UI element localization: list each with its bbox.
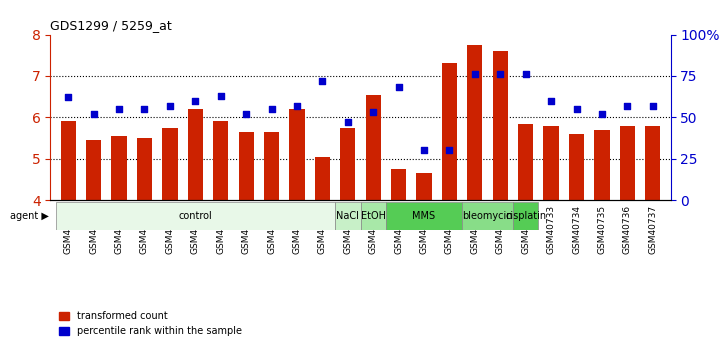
Bar: [645, 126, 660, 200]
Bar: [442, 63, 457, 200]
Bar: [569, 134, 584, 200]
Text: bleomycin: bleomycin: [462, 211, 513, 221]
Bar: [492, 51, 508, 200]
Text: control: control: [178, 211, 212, 221]
Bar: [162, 128, 177, 200]
Point: [190, 98, 201, 104]
Text: NaCl: NaCl: [337, 211, 359, 221]
Bar: [544, 126, 559, 200]
Point: [215, 93, 226, 99]
Bar: [391, 169, 406, 200]
FancyBboxPatch shape: [462, 202, 513, 230]
Text: agent ▶: agent ▶: [10, 211, 49, 221]
Text: MMS: MMS: [412, 211, 435, 221]
Point: [113, 106, 125, 112]
Point: [596, 111, 608, 117]
Point: [291, 103, 303, 108]
Point: [63, 95, 74, 100]
Text: cisplatin: cisplatin: [505, 211, 547, 221]
Bar: [289, 109, 304, 200]
Point: [317, 78, 328, 83]
Point: [368, 110, 379, 115]
Point: [393, 85, 404, 90]
Bar: [239, 132, 254, 200]
Point: [164, 103, 176, 108]
Bar: [264, 132, 279, 200]
FancyBboxPatch shape: [513, 202, 539, 230]
Bar: [594, 130, 609, 200]
Point: [240, 111, 252, 117]
Bar: [137, 138, 152, 200]
Bar: [340, 128, 355, 200]
Bar: [315, 157, 330, 200]
FancyBboxPatch shape: [56, 202, 335, 230]
Point: [418, 148, 430, 153]
Bar: [61, 121, 76, 200]
Point: [266, 106, 278, 112]
Bar: [366, 95, 381, 200]
Point: [520, 71, 531, 77]
Point: [342, 119, 353, 125]
Point: [622, 103, 633, 108]
Text: GDS1299 / 5259_at: GDS1299 / 5259_at: [50, 19, 172, 32]
Bar: [620, 126, 635, 200]
Bar: [187, 109, 203, 200]
Point: [469, 71, 481, 77]
Legend: transformed count, percentile rank within the sample: transformed count, percentile rank withi…: [56, 307, 246, 340]
Bar: [213, 121, 229, 200]
Bar: [518, 124, 534, 200]
Point: [138, 106, 150, 112]
Bar: [86, 140, 101, 200]
Point: [571, 106, 583, 112]
Point: [647, 103, 658, 108]
Bar: [467, 45, 482, 200]
Point: [88, 111, 99, 117]
Point: [545, 98, 557, 104]
Bar: [417, 173, 432, 200]
Bar: [112, 136, 127, 200]
FancyBboxPatch shape: [386, 202, 462, 230]
Text: EtOH: EtOH: [360, 211, 386, 221]
Point: [443, 148, 455, 153]
Point: [495, 71, 506, 77]
FancyBboxPatch shape: [360, 202, 386, 230]
FancyBboxPatch shape: [335, 202, 360, 230]
